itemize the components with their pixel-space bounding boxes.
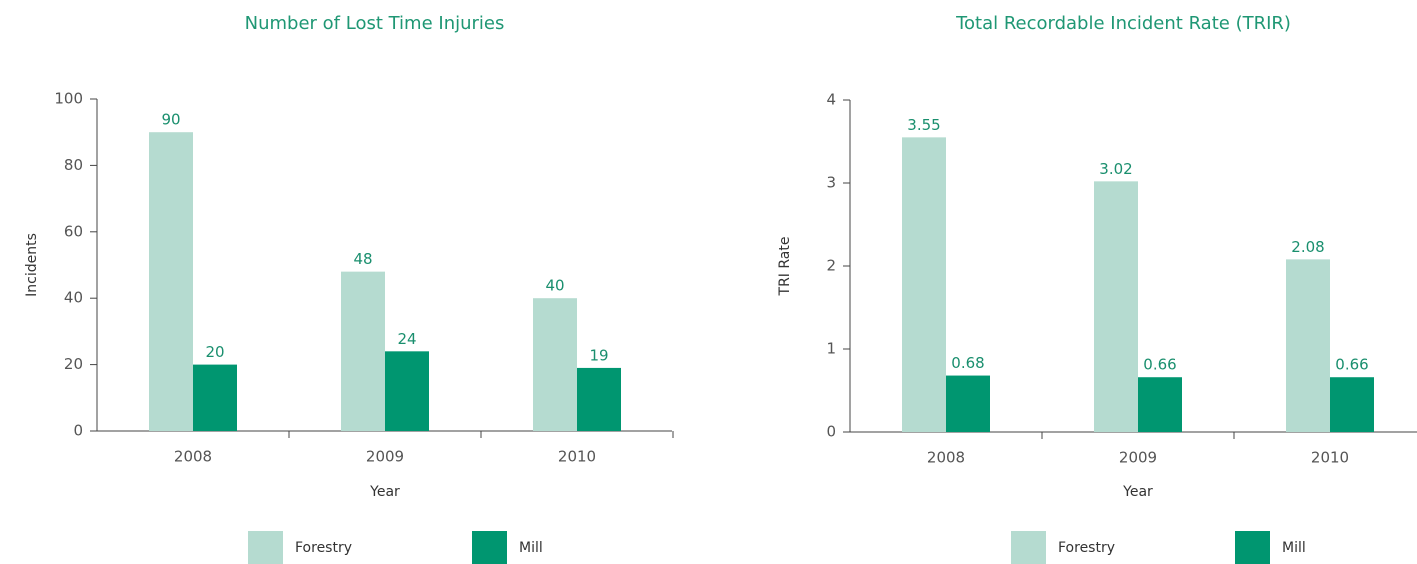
bar: [1094, 181, 1138, 432]
legend-label: Forestry: [295, 540, 352, 556]
value-label: 20: [205, 343, 224, 361]
value-label: 90: [161, 111, 180, 129]
y-axis-label: Incidents: [24, 233, 40, 297]
chart-title: Number of Lost Time Injuries: [245, 13, 505, 34]
x-tick-label: 2009: [1119, 449, 1157, 467]
value-label: 48: [353, 250, 372, 268]
bar: [1286, 259, 1330, 432]
value-label: 2.08: [1291, 238, 1324, 256]
y-tick-label: 4: [826, 91, 836, 109]
x-tick-label: 2008: [927, 449, 965, 467]
legend-label: Forestry: [1058, 540, 1115, 556]
y-tick-label: 40: [64, 289, 83, 307]
bar: [902, 137, 946, 432]
value-label: 0.66: [1335, 356, 1368, 374]
bar: [577, 367, 621, 431]
y-tick-label: 20: [64, 355, 83, 373]
value-label: 0.68: [951, 354, 984, 372]
y-tick-label: 3: [826, 174, 836, 192]
value-label: 3.02: [1099, 160, 1132, 178]
x-axis-label: Year: [369, 484, 400, 500]
x-tick-label: 2008: [174, 448, 212, 466]
bar: [193, 364, 237, 431]
value-label: 24: [397, 330, 416, 348]
legend-label: Mill: [519, 540, 543, 556]
legend-swatch: [1011, 531, 1046, 564]
y-tick-label: 0: [826, 423, 836, 441]
chart-title: Total Recordable Incident Rate (TRIR): [955, 13, 1291, 34]
x-tick-label: 2009: [366, 448, 404, 466]
y-tick-label: 1: [826, 340, 836, 358]
x-axis-label: Year: [1122, 484, 1153, 500]
y-tick-label: 60: [64, 222, 83, 240]
bar: [533, 298, 577, 431]
bar: [1138, 377, 1182, 432]
x-tick-label: 2010: [558, 448, 596, 466]
value-label: 0.66: [1143, 356, 1176, 374]
value-label: 3.55: [907, 116, 940, 134]
y-tick-label: 100: [54, 90, 83, 108]
legend-label: Mill: [1282, 540, 1306, 556]
value-label: 40: [545, 277, 564, 295]
y-axis-label: TRI Rate: [777, 237, 793, 297]
legend-swatch: [472, 531, 507, 564]
bar: [946, 375, 990, 432]
bar: [341, 271, 385, 431]
value-label: 19: [589, 346, 608, 364]
x-tick-label: 2010: [1311, 449, 1349, 467]
bar: [149, 132, 193, 431]
bar: [1330, 377, 1374, 432]
y-tick-label: 80: [64, 156, 83, 174]
bar: [385, 351, 429, 431]
legend-swatch: [248, 531, 283, 564]
y-tick-label: 0: [73, 422, 83, 440]
y-tick-label: 2: [826, 257, 836, 275]
legend-swatch: [1235, 531, 1270, 564]
